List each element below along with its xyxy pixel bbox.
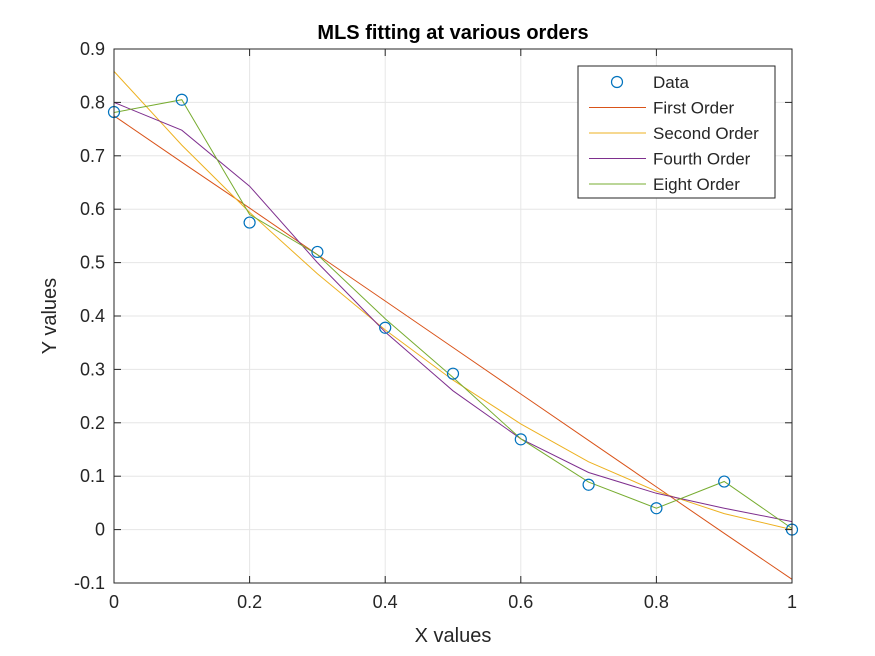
y-tick-label: 0.1 bbox=[80, 466, 105, 486]
data-point bbox=[175, 93, 188, 106]
data-point bbox=[582, 478, 595, 491]
x-tick-label: 0.8 bbox=[644, 592, 669, 612]
legend-label: Data bbox=[653, 73, 689, 92]
series-group bbox=[107, 71, 799, 580]
legend-label: Fourth Order bbox=[653, 150, 751, 169]
chart-title: MLS fitting at various orders bbox=[317, 22, 588, 44]
legend: Data First Order Second Order Fourth Order E… bbox=[577, 65, 776, 199]
y-tick-label: 0.5 bbox=[80, 253, 105, 273]
x-axis-label: X values bbox=[415, 625, 492, 647]
x-tick-label: 0.4 bbox=[373, 592, 398, 612]
data-point bbox=[718, 475, 731, 488]
eight-order-line bbox=[113, 99, 793, 529]
x-tick-label: 0 bbox=[109, 592, 119, 612]
tick-labels: 0 0.2 0.4 0.6 0.8 1-0.100.10.20.30.40.50.60.7… bbox=[74, 39, 797, 612]
y-axis-label: Y values bbox=[39, 278, 61, 354]
data-point bbox=[446, 367, 460, 380]
x-tick-label: 0.6 bbox=[508, 592, 533, 612]
legend-label: Eight Order bbox=[653, 175, 740, 194]
legend-box bbox=[577, 65, 776, 199]
data-point bbox=[650, 502, 663, 515]
data-point bbox=[311, 245, 324, 259]
x-tick-label: 1 bbox=[787, 592, 797, 612]
legend-label: Second Order bbox=[653, 124, 759, 143]
y-tick-label: 0.6 bbox=[80, 199, 105, 219]
y-tick-label: 0.2 bbox=[80, 413, 105, 433]
data-point bbox=[243, 216, 256, 229]
y-tick-label: 0.8 bbox=[80, 92, 105, 112]
legend-label: First Order bbox=[653, 99, 735, 118]
y-tick-label: 0.9 bbox=[80, 39, 105, 59]
y-tick-label: 0.7 bbox=[80, 146, 105, 166]
first-order-line bbox=[113, 115, 793, 580]
data-point bbox=[379, 321, 392, 334]
y-tick-label: 0.3 bbox=[80, 359, 105, 379]
data-point bbox=[514, 433, 527, 446]
fourth-order-line bbox=[113, 101, 793, 523]
y-tick-label: -0.1 bbox=[74, 573, 105, 593]
x-tick-label: 0.2 bbox=[237, 592, 262, 612]
ticks bbox=[113, 48, 793, 584]
legend-marker-data bbox=[610, 75, 624, 89]
y-tick-label: 0.4 bbox=[80, 306, 105, 326]
y-tick-label: 0 bbox=[95, 520, 105, 540]
